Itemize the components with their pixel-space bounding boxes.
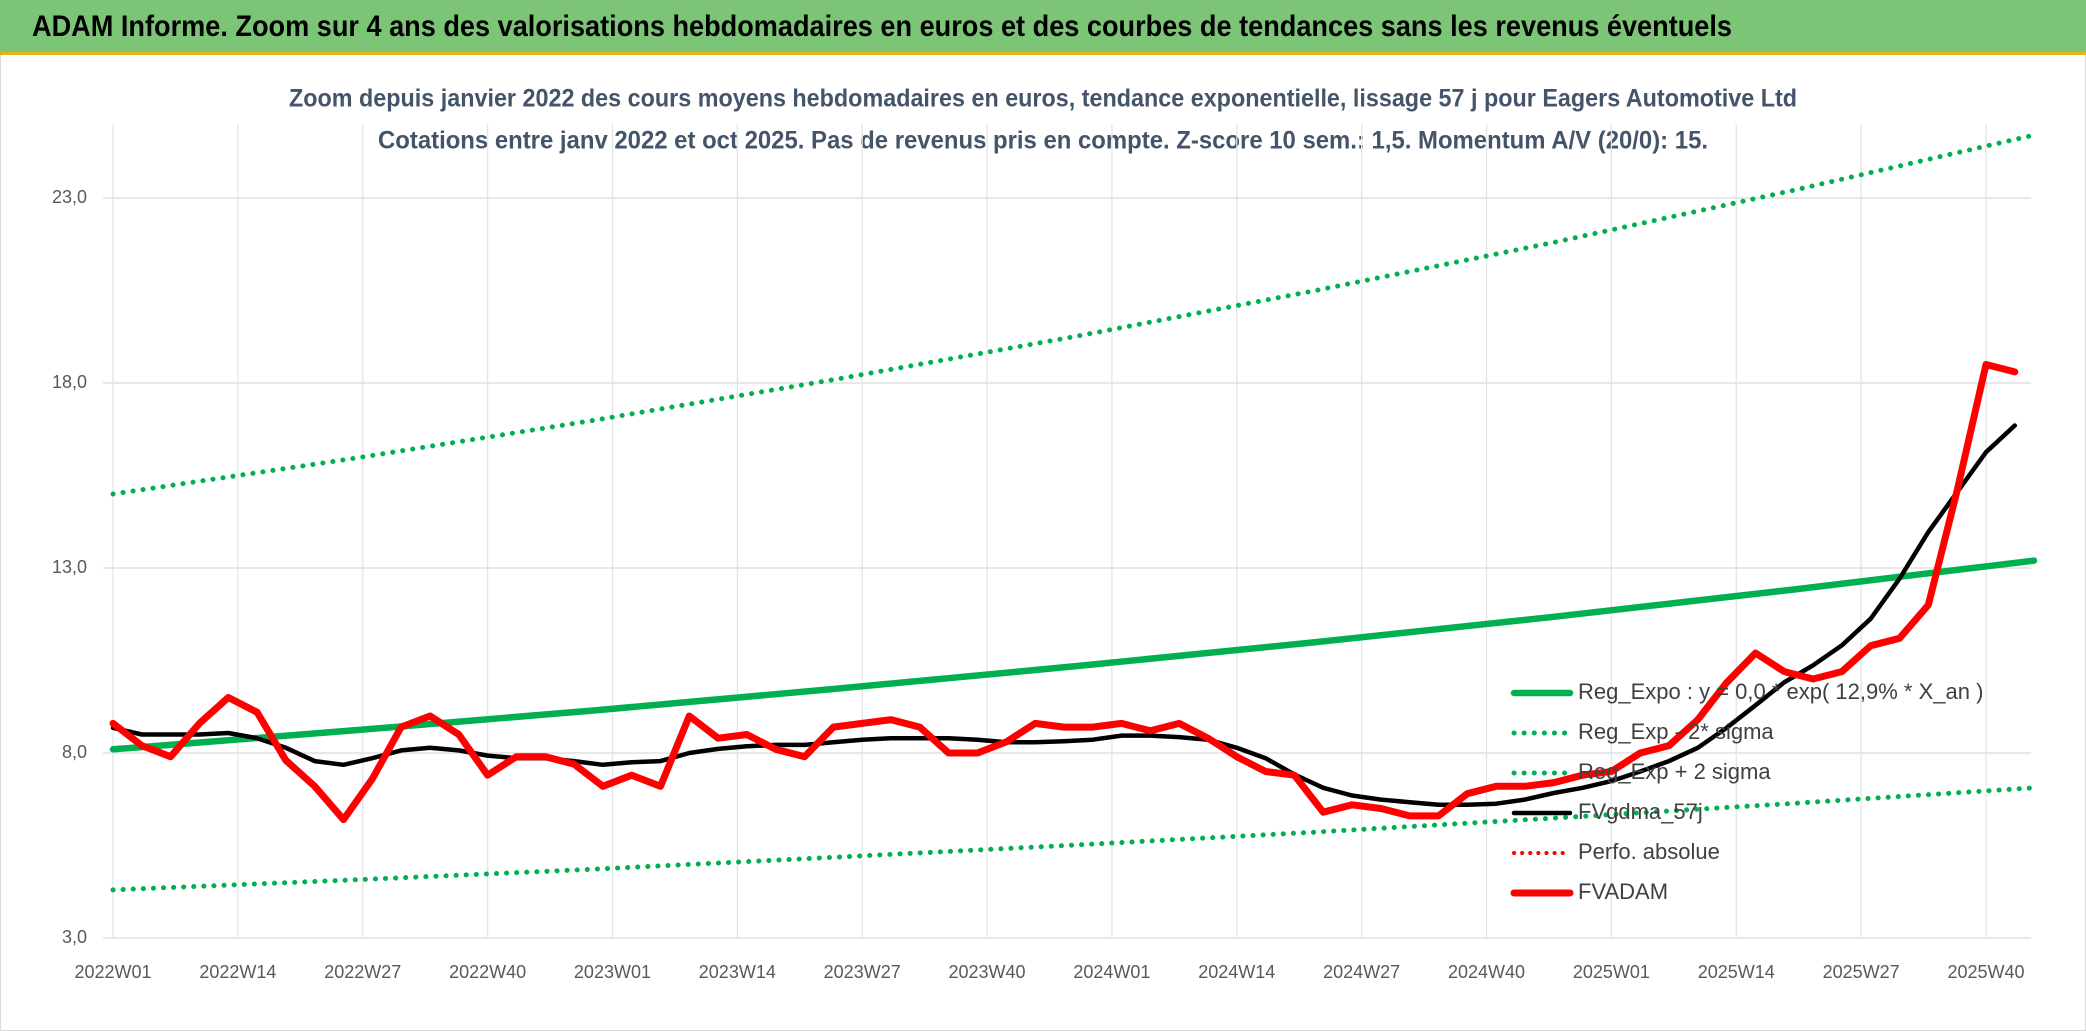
x-tick-label: 2025W14: [1698, 962, 1775, 982]
banner-border: [0, 52, 2086, 55]
chart-title: Zoom depuis janvier 2022 des cours moyen…: [289, 85, 1797, 113]
x-tick-label: 2023W14: [699, 962, 776, 982]
series-line: [109, 361, 2019, 824]
legend-label: Reg_Expo : y = 0,0 * exp( 12,9% * X_an ): [1578, 679, 1983, 704]
y-tick-label: 3,0: [62, 927, 87, 947]
x-tick-label: 2024W01: [1073, 962, 1150, 982]
y-tick-label: 18,0: [52, 372, 87, 392]
x-tick-label: 2024W40: [1448, 962, 1525, 982]
y-tick-label: 23,0: [52, 187, 87, 207]
x-tick-label: 2025W27: [1823, 962, 1900, 982]
x-tick-label: 2024W14: [1198, 962, 1275, 982]
series-line: [110, 785, 2037, 893]
x-tick-label: 2023W01: [574, 962, 651, 982]
series-line: [109, 557, 2038, 753]
x-tick-label: 2022W27: [324, 962, 401, 982]
x-tick-label: 2023W40: [949, 962, 1026, 982]
x-tick-label: 2024W27: [1323, 962, 1400, 982]
x-tick-label: 2023W27: [824, 962, 901, 982]
legend-label: FVgdma_57j: [1578, 799, 1703, 824]
y-tick-label: 8,0: [62, 742, 87, 762]
x-tick-label: 2025W40: [1947, 962, 2024, 982]
legend-label: Reg_Exp + 2 sigma: [1578, 759, 1771, 784]
x-tick-label: 2022W14: [199, 962, 276, 982]
legend-label: FVADAM: [1578, 879, 1668, 904]
legend-label: Reg_Exp - 2* sigma: [1578, 719, 1774, 744]
y-tick-label: 13,0: [52, 557, 87, 577]
x-tick-label: 2022W01: [74, 962, 151, 982]
series-line: [110, 132, 2037, 497]
banner-title: ADAM Informe. Zoom sur 4 ans des valoris…: [32, 10, 1732, 43]
legend-label: Perfo. absolue: [1578, 839, 1720, 864]
banner: [0, 0, 2086, 54]
x-tick-label: 2025W01: [1573, 962, 1650, 982]
series-line: [110, 423, 2018, 808]
chart-subtitle: Cotations entre janv 2022 et oct 2025. P…: [378, 127, 1708, 155]
x-tick-label: 2022W40: [449, 962, 526, 982]
